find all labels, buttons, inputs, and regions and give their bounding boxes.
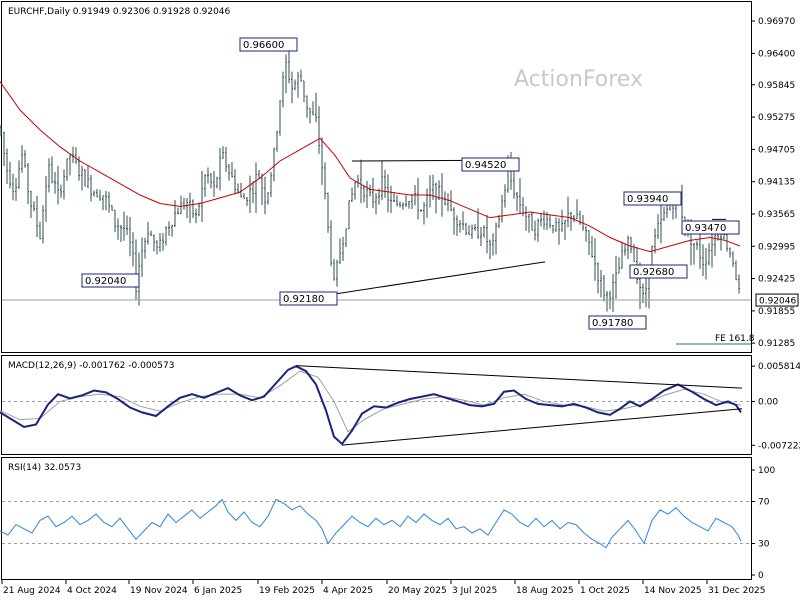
price-level-label-1: 0.94520 xyxy=(465,160,506,171)
price-tick-label-1: 0.96400 xyxy=(758,49,795,59)
price-level-box-0 xyxy=(239,37,298,52)
rsi-layer xyxy=(0,498,751,549)
macd-line xyxy=(0,365,742,446)
x-tick-label-4: 19 Feb 2025 xyxy=(259,586,315,596)
ma-line xyxy=(0,81,741,253)
price-level-box-7 xyxy=(588,315,647,330)
price-level-box-6 xyxy=(279,291,338,306)
price-level-label-4: 0.92680 xyxy=(633,267,674,278)
price-tick-label-9: 0.91855 xyxy=(758,307,795,317)
price-tick-label-7: 0.92995 xyxy=(758,242,795,252)
price-tick-label-3: 0.95275 xyxy=(758,113,795,123)
support-trendline xyxy=(329,261,546,296)
macd-tick-label-2: -0.007222 xyxy=(758,441,800,451)
macd-upper-trendline xyxy=(295,365,743,389)
rsi-panel xyxy=(1,457,752,580)
price-title: EURCHF,Daily 0.91949 0.92306 0.91928 0.9… xyxy=(8,7,231,17)
price-level-box-3 xyxy=(681,220,740,235)
price-level-label-2: 0.93940 xyxy=(627,194,668,205)
current-price-label: 0.92046 xyxy=(759,297,796,307)
rsi-axis: 100 70 30 0 xyxy=(751,466,775,581)
current-price-tag xyxy=(755,293,799,307)
price-level-label-6: 0.92180 xyxy=(283,294,324,305)
x-tick-label-11: 31 Dec 2025 xyxy=(708,586,766,596)
price-tick-label-10: 0.91285 xyxy=(758,339,795,349)
x-tick-label-1: 4 Oct 2024 xyxy=(67,586,117,596)
price-annotations: 0.96600 0.94520 0.93940 0.93470 0.92680 0.920… xyxy=(81,37,799,330)
fe-label: FE 161.8 xyxy=(715,334,755,344)
price-level-box-4 xyxy=(629,264,688,279)
rsi-line xyxy=(0,498,742,549)
price-candles xyxy=(0,50,740,313)
price-tick-label-2: 0.95845 xyxy=(758,81,795,91)
rsi-tick-label-2: 30 xyxy=(758,540,770,550)
rsi-title: RSI(14) 32.0573 xyxy=(8,463,81,473)
price-level-label-3: 0.93470 xyxy=(685,223,726,234)
macd-tick-label-0: 0.005814 xyxy=(758,362,800,372)
resistance-line xyxy=(351,159,469,162)
price-tick-label-6: 0.93565 xyxy=(758,210,795,220)
watermark: ActionForex xyxy=(514,67,643,92)
price-tick-label-8: 0.92425 xyxy=(758,275,795,285)
rsi-tick-label-3: 0 xyxy=(758,571,764,581)
macd-tick-label-1: 0.00 xyxy=(758,397,778,407)
x-tick-label-0: 21 Aug 2024 xyxy=(3,586,61,596)
x-tick-label-6: 20 May 2025 xyxy=(388,586,447,596)
macd-panel xyxy=(1,355,752,455)
macd-title: MACD(12,26,9) -0.001762 -0.000573 xyxy=(8,361,174,371)
price-level-label-0: 0.96600 xyxy=(243,40,284,51)
price-tick-label-5: 0.94135 xyxy=(758,178,795,188)
price-tick-label-0: 0.96970 xyxy=(758,17,795,27)
x-axis: 21 Aug 2024 4 Oct 2024 19 Nov 2024 6 Jan 20… xyxy=(1,580,766,596)
price-level-label-5: 0.92040 xyxy=(85,276,126,287)
moving-average xyxy=(0,81,741,253)
price-axis: 0.96970 0.96400 0.95845 0.95275 0.94705 0.941… xyxy=(751,17,795,349)
price-level-box-5 xyxy=(81,273,140,288)
x-tick-label-10: 14 Nov 2025 xyxy=(644,586,702,596)
x-tick-label-2: 19 Nov 2024 xyxy=(130,586,188,596)
macd-layer xyxy=(0,365,751,446)
rsi-tick-label-0: 100 xyxy=(758,466,775,476)
x-tick-label-7: 3 Jul 2025 xyxy=(452,586,497,596)
x-tick-label-8: 18 Aug 2025 xyxy=(516,586,574,596)
price-trendlines: FE 161.8 xyxy=(2,159,755,345)
price-level-label-7: 0.91780 xyxy=(592,318,633,329)
macd-axis: 0.005814 0.00 -0.007222 xyxy=(751,362,800,451)
price-level-box-1 xyxy=(461,157,520,172)
x-tick-label-9: 1 Oct 2025 xyxy=(580,586,630,596)
x-tick-label-3: 6 Jan 2025 xyxy=(194,586,242,596)
price-panel xyxy=(1,1,752,353)
macd-lower-trendline xyxy=(341,408,743,446)
rsi-tick-label-1: 70 xyxy=(758,498,770,508)
price-tick-label-4: 0.94705 xyxy=(758,145,795,155)
x-tick-label-5: 4 Apr 2025 xyxy=(323,586,373,596)
price-level-box-2 xyxy=(623,191,682,206)
